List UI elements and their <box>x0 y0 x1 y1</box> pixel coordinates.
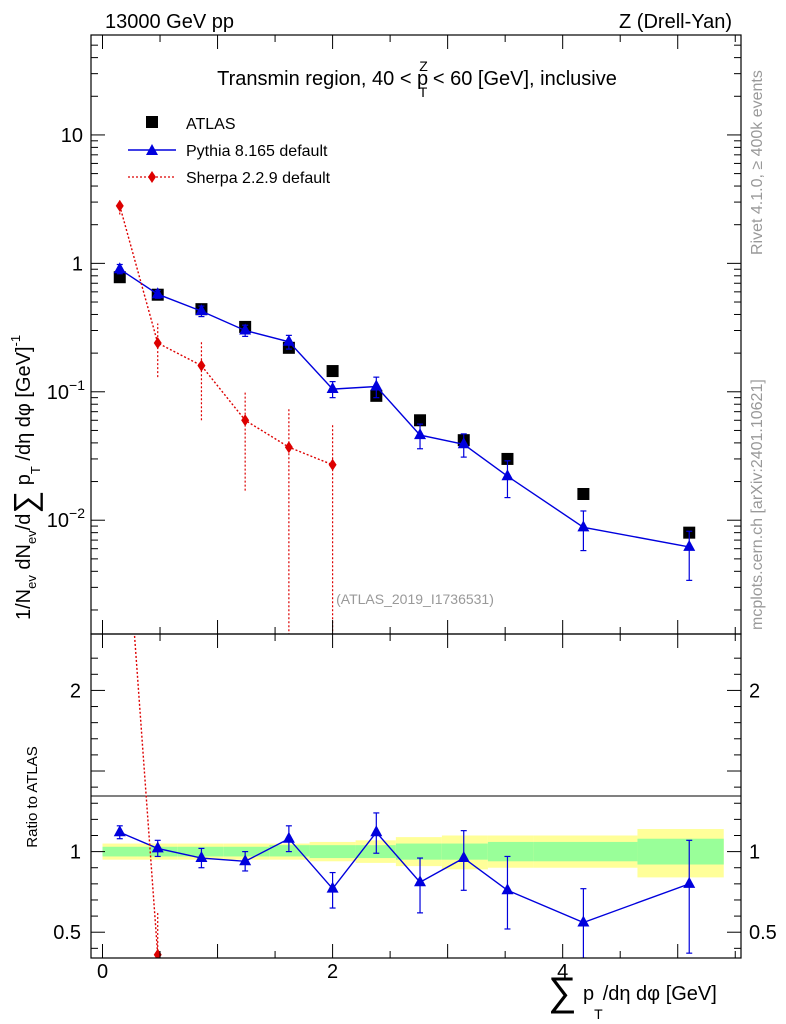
pythia-point-0 <box>113 262 126 274</box>
rivet-label: Rivet 4.1.0, ≥ 400k events <box>749 70 766 255</box>
main-ytick-label-3: 10 <box>61 125 83 147</box>
ratio-series-group <box>113 427 696 958</box>
ratio-band-inner-8 <box>441 843 488 860</box>
xlabel-p: p <box>583 983 594 1005</box>
sherpa-line <box>119 205 333 466</box>
ratio-sherpa-point-0 <box>116 427 124 439</box>
pythia-point-7 <box>414 428 427 440</box>
ratio-ytick-label-left-0: 0.5 <box>53 922 81 944</box>
pythia-point-6 <box>370 379 383 391</box>
ratio-pythia-point-1 <box>151 841 164 853</box>
ratio-pythia-point-0 <box>113 825 126 837</box>
atlas-point-10 <box>577 487 590 500</box>
xtick-label-2: 4 <box>557 961 568 983</box>
atlas-point-7 <box>414 414 427 427</box>
ratio-band-inner-9 <box>487 841 534 862</box>
ratio-pythia-point-8 <box>457 851 470 863</box>
ratio-ytick-label-right-0: 0.5 <box>749 922 777 944</box>
xlabel-sub: T <box>594 1006 603 1022</box>
header-left: 13000 GeV pp <box>105 11 234 33</box>
xlabel-tail: /dη dφ [GeV] <box>603 983 717 1005</box>
xlabel-text: pT/dη dφ [GeV] <box>583 983 717 1022</box>
ratio-pythia-point-7 <box>414 875 427 887</box>
sherpa-point-5 <box>328 458 337 471</box>
ratio-frame <box>90 633 742 959</box>
ratio-sherpa-line <box>133 634 159 955</box>
pythia-point-2 <box>195 304 208 316</box>
main-ylabel-text: 1/Nev dNev/d∑ pT /dη dφ [GeV]-1 <box>7 335 43 620</box>
sherpa-point-0 <box>115 199 124 212</box>
legend: ATLAS Pythia 8.165 default Sherpa 2.2.9 … <box>128 116 331 187</box>
header-right: Z (Drell-Yan) <box>619 11 732 33</box>
atlas-point-5 <box>326 365 339 378</box>
main-ylabel: 1/Nev dNev/d∑ pT /dη dφ [GeV]-1 <box>7 335 43 620</box>
ratio-ytick-label-right-1: 1 <box>749 842 760 864</box>
legend-pythia-marker <box>146 144 158 155</box>
pythia-point-10 <box>577 520 590 532</box>
ratio-pythia-point-11 <box>683 876 696 888</box>
pythia-point-8 <box>457 437 470 449</box>
main-ytick-label-2: 1 <box>72 253 83 275</box>
pythia-point-3 <box>239 323 252 335</box>
title-tail: < 60 [GeV], inclusive <box>427 68 617 90</box>
ratio-band-inner-7 <box>395 843 442 860</box>
ratio-band-inner-5 <box>309 845 356 859</box>
ratio-pythia-point-9 <box>501 883 514 895</box>
title-main: Transmin region, 40 < p <box>217 68 428 90</box>
ratio-band-inner-11 <box>637 838 724 865</box>
pythia-line <box>119 268 690 548</box>
axis-ticks: 10−2 10−1 1 10 0 2 4 0.5 0.5 1 1 2 2 <box>47 34 777 983</box>
ratio-pythia-point-6 <box>370 825 383 837</box>
ratio-band-inner-0 <box>102 846 138 857</box>
plot-title: Transmin region, 40 < pZ T < 60 [GeV], in… <box>217 58 617 100</box>
xlabel: ∑ pT/dη dφ [GeV] <box>548 970 717 1022</box>
ratio-pythia-point-5 <box>326 881 339 893</box>
title-sup: Z <box>419 58 428 74</box>
ratio-band-inner-10 <box>533 841 638 862</box>
legend-sherpa-marker <box>148 171 156 183</box>
title-sub: T <box>419 84 428 100</box>
ratio-pythia-point-4 <box>282 831 295 843</box>
legend-atlas-marker <box>146 116 158 128</box>
ratio-uncertainty-bands <box>102 829 724 878</box>
main-series-group <box>113 198 696 634</box>
legend-pythia-label: Pythia 8.165 default <box>186 143 328 160</box>
pythia-point-11 <box>683 539 696 551</box>
sherpa-point-1 <box>153 336 162 349</box>
main-plot-area: 10−2 10−1 1 10 0 2 4 0.5 0.5 1 1 2 2 <box>47 34 777 983</box>
ratio-ytick-label-left-2: 2 <box>70 680 81 702</box>
mcplots-label: mcplots.cern.ch [arXiv:2401.10621] <box>749 379 766 630</box>
pythia-point-5 <box>326 382 339 394</box>
sherpa-point-2 <box>197 359 206 372</box>
ratio-pythia-point-2 <box>195 851 208 863</box>
legend-atlas-label: ATLAS <box>186 116 236 133</box>
legend-sherpa-label: Sherpa 2.2.9 default <box>186 170 331 187</box>
analysis-watermark: (ATLAS_2019_I1736531) <box>336 591 494 607</box>
xtick-label-0: 0 <box>97 961 108 983</box>
sherpa-point-3 <box>241 414 250 427</box>
ratio-band-inner-2 <box>177 846 224 857</box>
main-ytick-label-0: 10−2 <box>47 505 85 532</box>
ratio-ytick-label-left-1: 1 <box>70 842 81 864</box>
pythia-point-1 <box>151 287 164 299</box>
ratio-pythia-line <box>119 831 690 924</box>
main-ytick-label-1: 10−1 <box>47 377 85 404</box>
pythia-point-9 <box>501 469 514 481</box>
ratio-ytick-label-right-2: 2 <box>749 680 760 702</box>
pythia-point-4 <box>282 334 295 346</box>
xlabel-sum: ∑ <box>548 970 577 1014</box>
ratio-pythia-point-3 <box>239 854 252 866</box>
xtick-label-1: 2 <box>327 961 338 983</box>
sherpa-point-4 <box>284 441 293 454</box>
atlas-point-9 <box>501 452 514 465</box>
ratio-pythia-point-10 <box>577 915 590 927</box>
ratio-ylabel: Ratio to ATLAS <box>24 746 41 847</box>
